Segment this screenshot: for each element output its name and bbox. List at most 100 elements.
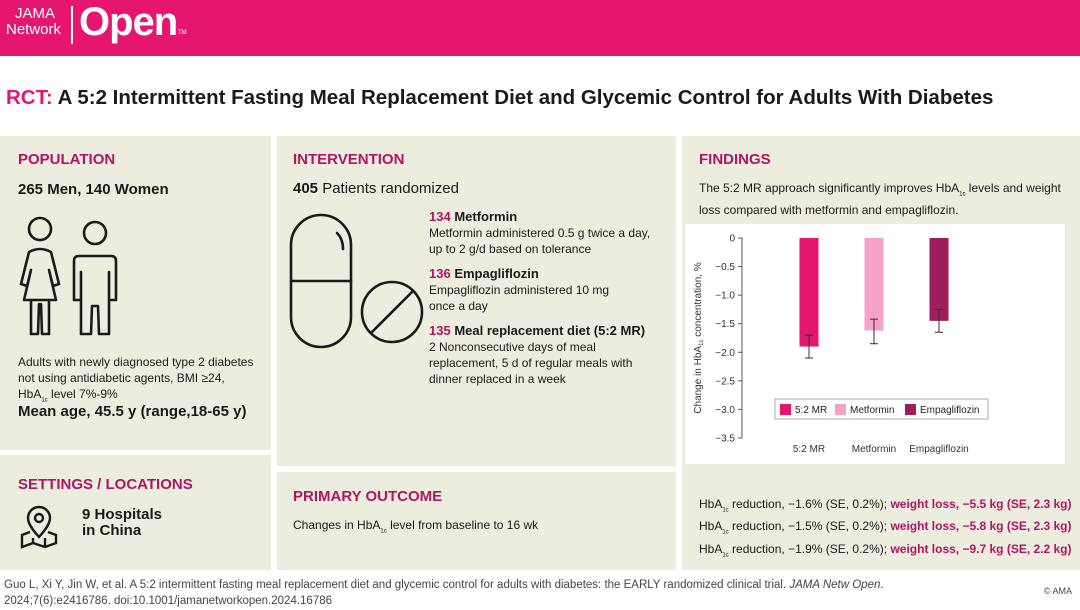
population-mean-age: Mean age, 45.5 y (range,18-65 y) (18, 403, 247, 420)
legend-label: Empagliflozin (920, 405, 979, 416)
hba1c-bar-chart: 0 −0.5 −1.0 −1.5 −2.0 −2.5 −3.0 −3.5 Change in H… (693, 234, 989, 455)
citation-line-1: Guo L, Xi Y, Jin W, et al. A 5:2 intermi… (4, 577, 884, 593)
intervention-heading: INTERVENTION (293, 151, 405, 168)
result-weight-loss: weight loss, −5.5 kg (SE, 2.3 kg) (887, 497, 1072, 511)
randomized-line: 405 Patients randomized (293, 181, 459, 197)
pill-capsule-icon (289, 213, 424, 349)
population-counts: 265 Men, 140 Women (18, 181, 169, 198)
findings-post: levels and weight (965, 181, 1061, 195)
x-tick-label: 5:2 MR (793, 444, 825, 455)
legend-swatch (780, 404, 791, 415)
y-tick-label: −2.5 (715, 376, 735, 387)
findings-panel: FINDINGS The 5:2 MR approach significant… (682, 136, 1080, 570)
logo-divider (71, 6, 73, 44)
arm-mr-desc-3: dinner replaced in a week (429, 372, 566, 386)
bar-metformin (864, 238, 884, 331)
arm-metformin: 134 Metformin Metformin administered 0.5… (429, 209, 650, 257)
y-tick-label: 0 (729, 234, 735, 245)
findings-heading: FINDINGS (699, 151, 771, 168)
randomized-count: 405 (293, 180, 319, 197)
findings-results: HbA1c reduction, −1.6% (SE, 0.2%); weigh… (699, 496, 1072, 563)
settings-line-1: 9 Hospitals (82, 506, 163, 523)
primary-outcome-sub: 1c (380, 528, 387, 535)
population-desc-line-3: HbA1c level 7%-9% (18, 386, 253, 408)
legend-box (774, 398, 989, 420)
result-hba: HbA (699, 519, 723, 534)
citation-text: Guo L, Xi Y, Jin W, et al. A 5:2 intermi… (4, 579, 790, 591)
findings-pre: The 5:2 MR approach significantly improv… (699, 181, 960, 195)
primary-outcome-pre: Changes in HbA (293, 518, 381, 532)
bar-5-2-mr (799, 238, 819, 347)
x-tick-label: Empagliflozin (909, 444, 968, 455)
result-row-5-2-mr: HbA1c reduction, −1.6% (SE, 0.2%); weigh… (699, 496, 1072, 518)
y-tick-label: −3.5 (715, 434, 735, 445)
primary-outcome-post: level from baseline to 16 wk (386, 518, 539, 532)
randomized-text: Patients randomized (318, 180, 459, 197)
settings-panel: SETTINGS / LOCATIONS 9 Hospitals in Chin… (0, 455, 271, 570)
citation-line-2: 2024;7(6):e2416786. doi:10.1001/jamanetw… (4, 595, 333, 607)
result-row-metformin: HbA1c reduction, −1.5% (SE, 0.2%); weigh… (699, 518, 1072, 540)
logo-line-jama: JAMA (15, 5, 56, 22)
citation-journal: JAMA Netw Open (789, 579, 881, 591)
arm-mr-name: Meal replacement diet (5:2 MR) (450, 323, 646, 338)
population-heading: POPULATION (18, 151, 116, 168)
settings-heading: SETTINGS / LOCATIONS (18, 476, 193, 493)
arm-mr-n: 135 (429, 323, 451, 338)
result-sub: 1c (722, 507, 729, 514)
header-bar: JAMA Network Open TM (0, 0, 1080, 56)
citation-period: . (880, 579, 884, 591)
result-hba-reduction: reduction, −1.9% (SE, 0.2%); (728, 541, 888, 556)
findings-sub: 1c (959, 191, 966, 198)
arm-mr-desc-2: replacement, 5 d of regular meals with (429, 356, 633, 370)
result-weight-loss: weight loss, −5.8 kg (SE, 2.3 kg) (887, 519, 1072, 534)
intervention-panel: INTERVENTION 405 Patients randomized 134… (277, 136, 676, 466)
logo-line-network: Network (6, 21, 62, 38)
hba-level: level 7%-9% (47, 387, 118, 401)
page-title: RCT: A 5:2 Intermittent Fasting Meal Rep… (6, 86, 993, 110)
population-description: Adults with newly diagnosed type 2 diabe… (18, 354, 253, 408)
primary-outcome-text: Changes in HbA1c level from baseline to … (293, 517, 538, 539)
y-tick-label: −1.0 (715, 291, 735, 302)
y-tick-label: −1.5 (715, 319, 735, 330)
y-tick-label: −0.5 (715, 262, 735, 273)
legend-swatch (835, 404, 846, 415)
arm-empagliflozin-desc-1: Empagliflozin administered 10 mg (429, 283, 610, 297)
arm-mr-desc-1: 2 Nonconsecutive days of meal (429, 340, 596, 354)
x-tick-label: Metformin (852, 444, 896, 455)
population-desc-line-1: Adults with newly diagnosed type 2 diabe… (18, 355, 254, 369)
population-desc-line-2: not using antidiabetic agents, BMI ≥24, (18, 371, 225, 385)
arm-empagliflozin-title: 136 Empagliflozin (429, 266, 609, 282)
arm-metformin-desc-2: up to 2 g/d based on tolerance (429, 242, 592, 256)
result-hba-reduction: reduction, −1.6% (SE, 0.2%); (728, 497, 888, 511)
findings-summary: The 5:2 MR approach significantly improv… (699, 180, 1061, 218)
y-axis-label: Change in HbA1c concentration, % (693, 262, 705, 414)
map-pin-icon (20, 505, 58, 549)
arm-metformin-name: Metformin (450, 209, 518, 224)
arm-empagliflozin-name: Empagliflozin (450, 266, 539, 281)
legend-swatch (905, 404, 916, 415)
result-hba: HbA (699, 497, 723, 511)
y-tick-label: −2.0 (715, 348, 735, 359)
y-label-sub: 1c (699, 340, 705, 346)
findings-summary-line-1: The 5:2 MR approach significantly improv… (699, 180, 1061, 202)
y-tick-label: −3.0 (715, 405, 735, 416)
result-sub: 1c (722, 552, 729, 559)
logo-trademark: TM (178, 30, 187, 36)
y-label-pre: Change in HbA (693, 346, 704, 414)
copyright: © AMA (1043, 586, 1072, 596)
result-row-empagliflozin: HbA1c reduction, −1.9% (SE, 0.2%); weigh… (699, 541, 1072, 563)
jama-network-logo: JAMA Network (6, 6, 61, 38)
logo-open: Open (79, 0, 178, 44)
result-hba: HbA (699, 541, 723, 556)
result-weight-loss: weight loss, −9.7 kg (SE, 2.2 kg) (887, 541, 1072, 556)
arm-empagliflozin-desc-2: once a day (429, 299, 488, 313)
hba-subscript: 1c (41, 397, 48, 404)
hba-label: HbA (18, 387, 42, 401)
legend-label: 5:2 MR (795, 405, 827, 416)
primary-outcome-panel: PRIMARY OUTCOME Changes in HbA1c level f… (277, 472, 676, 570)
title-prefix: RCT: (6, 86, 53, 109)
citation: Guo L, Xi Y, Jin W, et al. A 5:2 intermi… (4, 577, 884, 609)
arm-meal-replacement: 135 Meal replacement diet (5:2 MR) 2 Non… (429, 323, 645, 387)
findings-summary-line-2: loss compared with metformin and empagli… (699, 203, 959, 218)
population-panel: POPULATION 265 Men, 140 Women Adults wit… (0, 136, 271, 450)
